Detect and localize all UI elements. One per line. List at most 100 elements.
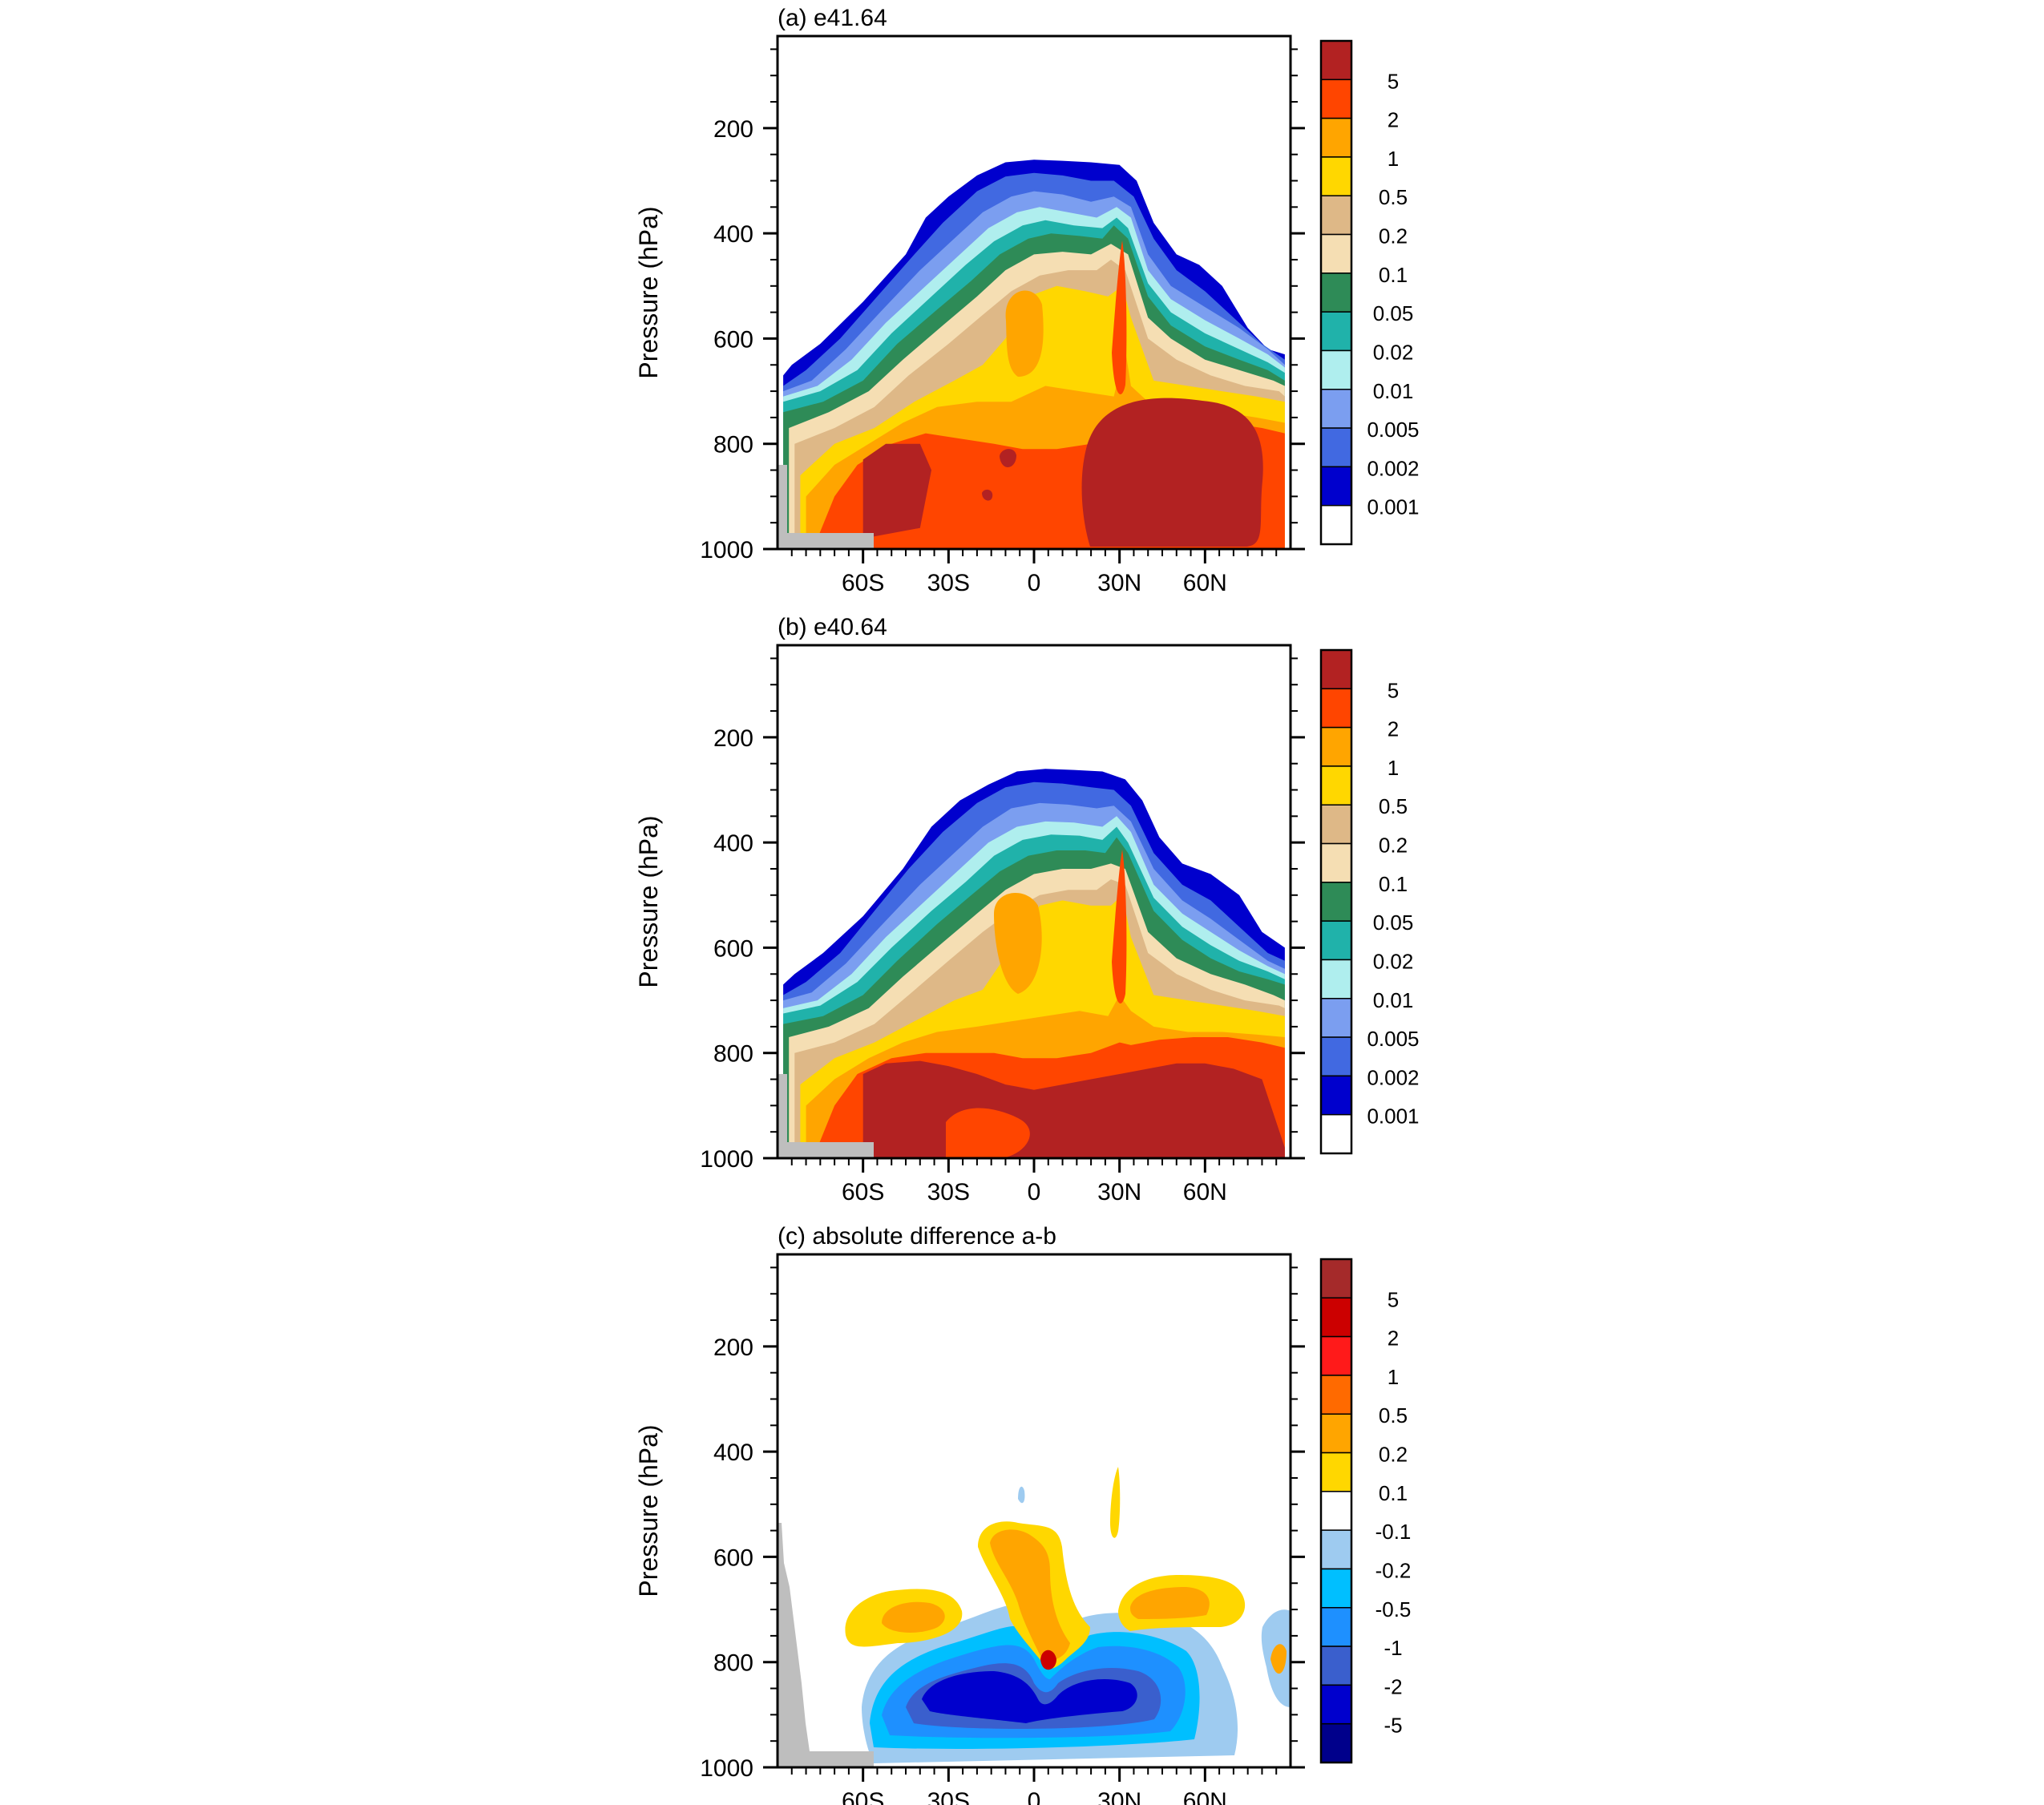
colorbar-label: 0.01: [1373, 988, 1414, 1012]
panel-b-axes: 200 400 600 800 1000 60S 30S 0 30N 60N: [700, 657, 1305, 1205]
colorbar-swatch: [1320, 1258, 1352, 1299]
panel-b-title: (b) e40.64: [778, 614, 887, 640]
colorbar-label: 0.02: [1373, 949, 1414, 973]
colorbar-label: 5: [1388, 69, 1399, 93]
panel-b-land-mask: [778, 1074, 787, 1158]
colorbar-swatch: [1320, 804, 1352, 845]
colorbar-label: 0.001: [1367, 1104, 1419, 1129]
colorbar-swatch: [1320, 79, 1352, 119]
colorbar-label: 0.1: [1379, 872, 1408, 896]
colorbar-swatch: [1320, 117, 1352, 158]
colorbar-swatch: [1320, 998, 1352, 1038]
y-tick-label: 200: [713, 116, 753, 143]
colorbar-label: -0.1: [1375, 1520, 1412, 1544]
y-tick-label: 400: [713, 1440, 753, 1466]
panel-a-extra-blobs: [778, 240, 1263, 549]
colorbar-swatch: [1320, 1452, 1352, 1492]
panel-c-ylabel: Pressure (hPa): [634, 1424, 663, 1597]
colorbar-swatch: [1320, 273, 1352, 313]
panel-c-pos-orange-center: [990, 1529, 1070, 1661]
x-tick-label: 30N: [1097, 1788, 1141, 1805]
panel-a-axes: 200 400 600 800 1000 60S 30S 0 30N 60N: [700, 48, 1305, 596]
contour-band-5: [862, 443, 931, 539]
colorbar-label: 0.1: [1379, 263, 1408, 287]
panel-c-pos-orange-right: [1130, 1587, 1210, 1619]
colorbar-label: 0.5: [1379, 185, 1408, 209]
panel-c-land-mask: [778, 1523, 874, 1767]
panel-a-blob2: [982, 489, 993, 501]
panel-b-jet: [1112, 850, 1127, 1003]
colorbar-swatch: [1320, 156, 1352, 196]
panel-b-field: [783, 769, 1285, 1158]
colorbar-frame: [1319, 648, 1353, 1155]
x-tick-label: 30S: [927, 1788, 970, 1805]
panel-c-neg-jet: [1018, 1486, 1025, 1504]
y-tick-label: 800: [713, 432, 753, 458]
x-tick-label: 0: [1028, 1179, 1041, 1205]
colorbar-swatch: [1320, 504, 1352, 545]
colorbar-swatch: [1320, 195, 1352, 236]
panel-a-blob1: [1000, 449, 1016, 467]
y-tick-label: 800: [713, 1650, 753, 1677]
colorbar-swatch: [1320, 40, 1352, 81]
colorbar-swatch: [1320, 1335, 1352, 1376]
colorbar-label: 0.002: [1367, 456, 1419, 480]
colorbar-swatch: [1320, 959, 1352, 999]
colorbar-label: 1: [1388, 756, 1399, 780]
colorbar-swatch: [1320, 688, 1352, 729]
panel-a-jet: [1112, 240, 1127, 394]
panel-c-field: [778, 1467, 1291, 1767]
x-tick-label: 60S: [842, 1788, 884, 1805]
colorbar-swatch: [1320, 765, 1352, 806]
y-tick-label: 200: [713, 725, 753, 752]
colorbar-label: 0.05: [1373, 301, 1414, 325]
colorbar-swatch: [1320, 726, 1352, 767]
colorbar-swatch: [1320, 1413, 1352, 1454]
x-tick-label: 0: [1028, 570, 1041, 596]
panel-c-pos-jet: [1110, 1467, 1121, 1538]
y-tick-label: 1000: [700, 1755, 753, 1782]
colorbar-label: 5: [1388, 1287, 1399, 1311]
colorbar-swatch: [1320, 1075, 1352, 1116]
colorbar-swatch: [1320, 311, 1352, 352]
colorbar-label: 0.002: [1367, 1065, 1419, 1089]
colorbar-swatch: [1320, 1568, 1352, 1609]
colorbar-label: 0.1: [1379, 1481, 1408, 1505]
panel-b-sh-dark: [946, 1108, 1030, 1158]
colorbar-label: 0.2: [1379, 834, 1408, 858]
panel-a-title: (a) e41.64: [778, 5, 887, 31]
colorbar-label: 2: [1388, 108, 1399, 132]
colorbar-label: 0.01: [1373, 379, 1414, 403]
panel-a-nh-max: [1081, 398, 1263, 547]
colorbar-label: 2: [1388, 717, 1399, 741]
x-tick-label: 0: [1028, 1788, 1041, 1805]
colorbar-swatch: [1320, 1684, 1352, 1725]
colorbar-label: 5: [1388, 678, 1399, 702]
colorbar-swatch: [1320, 466, 1352, 507]
panel-a-land-mask2: [786, 533, 874, 549]
x-tick-label: 60N: [1183, 1179, 1227, 1205]
colorbar-swatch: [1320, 842, 1352, 883]
panel-a-land-mask: [778, 465, 787, 549]
x-tick-label: 60N: [1183, 1788, 1227, 1805]
y-tick-label: 1000: [700, 1146, 753, 1173]
y-tick-label: 600: [713, 326, 753, 353]
colorbar-swatch: [1320, 233, 1352, 274]
panel-a-ylabel: Pressure (hPa): [634, 206, 663, 378]
panel-b: (b) e40.64 200 400 600 800 1000 60S 30S 0 30N 60N…: [634, 614, 1420, 1205]
colorbar-label: 0.02: [1373, 340, 1414, 364]
panel-c-neg-darkest: [922, 1671, 1137, 1723]
colorbar-swatch: [1320, 427, 1352, 468]
colorbar-label: -2: [1384, 1674, 1402, 1698]
colorbar-frame: [1319, 1258, 1353, 1764]
colorbar-label: -5: [1384, 1714, 1402, 1738]
colorbar-swatch: [1320, 882, 1352, 922]
x-tick-label: 30S: [927, 1179, 970, 1205]
colorbar-swatch: [1320, 1036, 1352, 1077]
y-tick-label: 600: [713, 1545, 753, 1571]
colorbar-swatch: [1320, 1297, 1352, 1338]
colorbar-label: 0.001: [1367, 495, 1419, 519]
colorbar-swatch: [1320, 1529, 1352, 1570]
colorbar-swatch: [1320, 389, 1352, 429]
